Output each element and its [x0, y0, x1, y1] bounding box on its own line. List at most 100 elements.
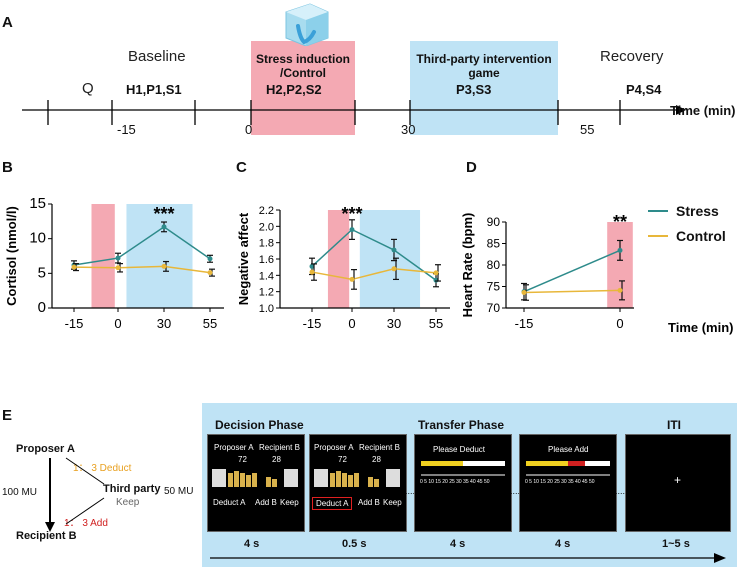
data-point-stress-1 [115, 255, 121, 261]
legend-control-label: Control [676, 228, 726, 244]
y-tick-label-0: 1.0 [259, 303, 274, 315]
y-tick-label-1: 1.2 [259, 287, 274, 299]
data-point-control-2 [161, 263, 167, 269]
amount-a-2: 72 [338, 455, 347, 464]
y-tick-label-1: 75 [487, 280, 501, 294]
series-line-stress [523, 249, 621, 293]
transfer-phase-title: Transfer Phase [418, 418, 505, 432]
data-point-control-0 [71, 264, 77, 270]
data-point-control-0 [521, 290, 527, 296]
decision-phase-title: Decision Phase [215, 418, 304, 432]
decision-screen: Proposer A Recipient B 72 28 Deduct A Ad… [207, 434, 305, 532]
intervention-phase-box [410, 41, 558, 135]
timeline-tick-1: 0 [245, 122, 253, 137]
y-axis-label: Heart Rate (bpm) [462, 213, 475, 318]
stress-phase-box [251, 41, 355, 135]
proposer-screen-label: Proposer A [214, 443, 254, 452]
y-tick-label-2: 1.4 [259, 270, 274, 282]
shaded-region-1 [359, 210, 421, 308]
deduct-transfer-screen: Please Deduct 0 5 10 15 20 25 30 35 40 4… [414, 434, 512, 532]
add-option: Add B [255, 498, 277, 507]
game-arrows [45, 457, 105, 532]
x-tick-label-0: -15 [303, 316, 322, 331]
shaded-region-0 [91, 204, 115, 308]
significance-marker-0: *** [153, 204, 174, 224]
y-tick-label-3: 85 [487, 237, 501, 251]
data-point-control-1 [349, 276, 355, 282]
phase-label-baseline: Baseline [128, 48, 186, 65]
data-point-control-1 [115, 265, 121, 271]
legend-control-swatch [648, 235, 668, 237]
data-point-control-3 [207, 270, 213, 276]
phase-label-stress: Stress induction /Control [255, 52, 350, 80]
proposer-screen-label-2: Proposer A [314, 443, 354, 452]
duration-iti: 1~5 s [662, 538, 690, 550]
data-point-control-1 [617, 287, 623, 293]
add-option-2: Add B [358, 498, 380, 507]
y-tick-label-4: 1.8 [259, 238, 274, 250]
deduct-option-selected: Deduct A [312, 497, 353, 510]
x-axis-label: Time (min) [668, 320, 734, 335]
y-tick-label-4: 90 [487, 215, 501, 229]
proposer-label: Proposer A [16, 443, 75, 455]
ellipsis-3: ...... [615, 486, 631, 496]
amount-a: 72 [238, 455, 247, 464]
series-line-control [311, 268, 437, 281]
data-point-control-2 [391, 266, 397, 272]
shaded-region-0 [327, 210, 350, 308]
deduct-option: Deduct A [213, 498, 246, 507]
timeline-axis [22, 100, 686, 125]
data-point-control-3 [433, 270, 439, 276]
iti-title: ITI [667, 418, 681, 432]
x-tick-label-2: 30 [157, 316, 171, 331]
phase-label-intervention: Third-party intervention game [416, 52, 552, 80]
y-axis-label: Negative affect [236, 212, 251, 305]
series-line-stress [73, 225, 211, 266]
mu-left-label: 100 MU [2, 487, 38, 498]
data-point-stress-0 [309, 263, 315, 269]
duration-add: 4 s [555, 538, 571, 550]
y-tick-label-0: 0 [38, 299, 46, 316]
keep-label: Keep [116, 497, 140, 508]
panel-label-e: E [2, 407, 13, 424]
data-point-stress-2 [391, 247, 397, 253]
add-scale: 0 5 10 15 20 25 30 35 40 45 50 [525, 479, 595, 485]
add-ratio-label: 1： 3 Add [64, 518, 108, 529]
deduct-bar [421, 461, 505, 466]
legend-stress-label: Stress [676, 203, 719, 219]
third-party-label: Third party [103, 483, 161, 495]
add-scale-ticks [526, 474, 610, 476]
timeline-tick-3: 55 [580, 122, 595, 137]
deduct-ratio-label: 1： 3 Deduct [73, 463, 132, 474]
series-line-control [523, 289, 621, 294]
x-tick-label-2: 30 [387, 316, 401, 331]
panel-label-b: B [2, 159, 13, 176]
significance-marker-0: *** [341, 204, 362, 224]
keep-option-2: Keep [383, 498, 402, 507]
fixation-cross: + [674, 473, 682, 487]
amount-b-2: 28 [372, 455, 381, 464]
negative-affect-chart: 1.0 1.2 1.4 1.6 1.8 2.0 2.2 -15 0 30 55 Negative af… [236, 204, 450, 331]
ellipsis-2: ...... [510, 486, 526, 496]
x-tick-label-3: 55 [429, 316, 443, 331]
iti-screen: + [625, 434, 731, 532]
duration-selection: 0.5 s [342, 538, 367, 550]
please-deduct-label: Please Deduct [433, 445, 486, 454]
add-bar-extra-fill [568, 461, 585, 466]
cortisol-chart: 0 5 10 15 -15 0 30 55 Cortisol (nmol/l) *** [4, 195, 224, 331]
timeline-tick-0: -15 [117, 122, 136, 137]
series-line-stress [311, 228, 437, 281]
data-point-control-0 [309, 269, 315, 275]
code-recovery: P4,S4 [626, 82, 662, 97]
data-point-stress-1 [617, 247, 623, 253]
shaded-region-0 [607, 222, 633, 308]
selection-screen: Proposer A Recipient B 72 28 Deduct A Ad… [309, 434, 407, 532]
panel-label-d: D [466, 159, 477, 176]
y-tick-label-5: 2.0 [259, 221, 274, 233]
coin-stacks-2 [314, 469, 400, 487]
shaded-region-1 [126, 204, 193, 308]
mu-right-label: 50 MU [164, 486, 194, 497]
phase-label-q: Q [82, 80, 94, 97]
y-axis-label: Cortisol (nmol/l) [4, 206, 19, 306]
x-tick-label-3: 55 [203, 316, 217, 331]
